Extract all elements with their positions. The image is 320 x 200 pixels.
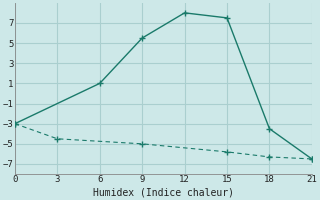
X-axis label: Humidex (Indice chaleur): Humidex (Indice chaleur): [93, 187, 234, 197]
